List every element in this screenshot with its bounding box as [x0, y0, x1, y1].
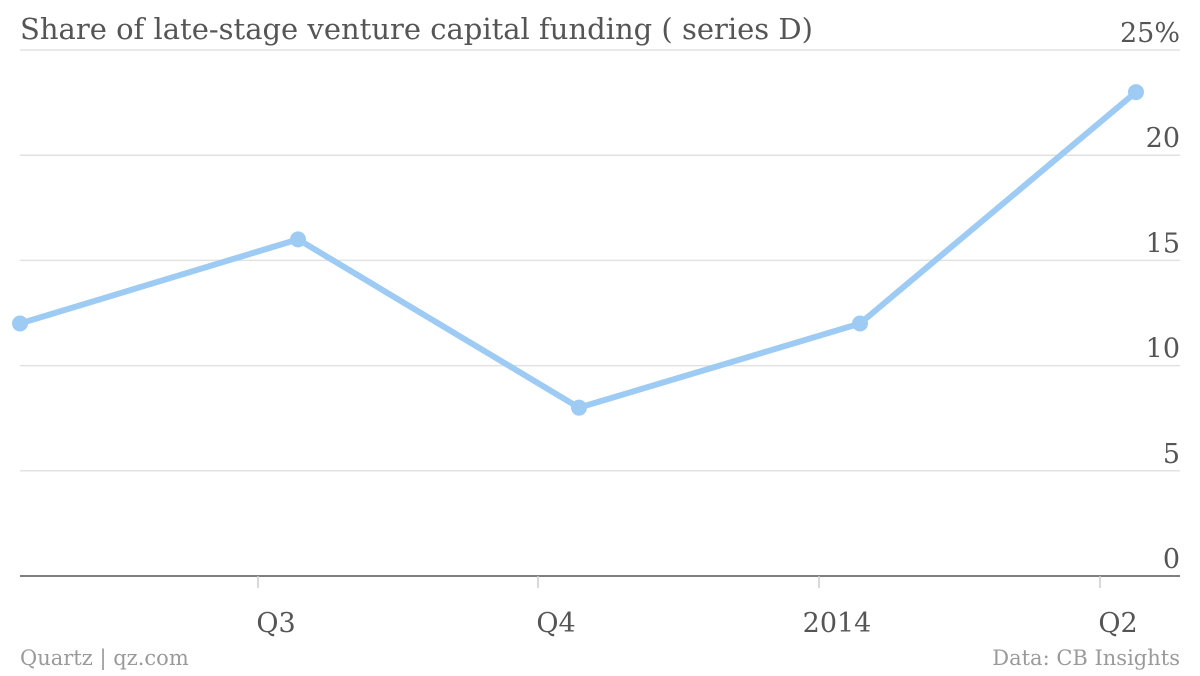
- x-tick-label: Q2: [1098, 608, 1137, 639]
- x-tick-label: Q4: [536, 608, 575, 639]
- y-tick-label: 15: [1146, 228, 1180, 259]
- y-tick-label: 20: [1146, 123, 1180, 154]
- x-tick-label: 2014: [803, 608, 872, 639]
- y-tick-label: 5: [1163, 439, 1180, 470]
- gridlines: [20, 49, 1180, 472]
- credit-label: Quartz | qz.com: [20, 646, 189, 670]
- data-point: [12, 315, 28, 332]
- data-point: [852, 315, 868, 332]
- x-axis-tick-labels: Q3 Q4 2014 Q2: [256, 608, 1137, 639]
- y-tick-label: 25%: [1120, 18, 1180, 49]
- series-line-path: [17, 89, 1139, 411]
- y-axis-tick-labels: 25% 20 15 10 5 0: [1120, 18, 1180, 575]
- series-line: [17, 89, 1139, 411]
- y-tick-label: 0: [1163, 544, 1180, 575]
- data-point: [571, 399, 587, 416]
- data-point: [1128, 84, 1144, 101]
- x-axis: [20, 575, 1180, 588]
- source-label: Data: CB Insights: [992, 646, 1180, 670]
- data-point: [290, 231, 306, 248]
- data-points: [12, 84, 1144, 416]
- chart-title: Share of late-stage venture capital fund…: [20, 12, 813, 46]
- y-tick-label: 10: [1146, 334, 1180, 365]
- x-tick-label: Q3: [256, 608, 295, 639]
